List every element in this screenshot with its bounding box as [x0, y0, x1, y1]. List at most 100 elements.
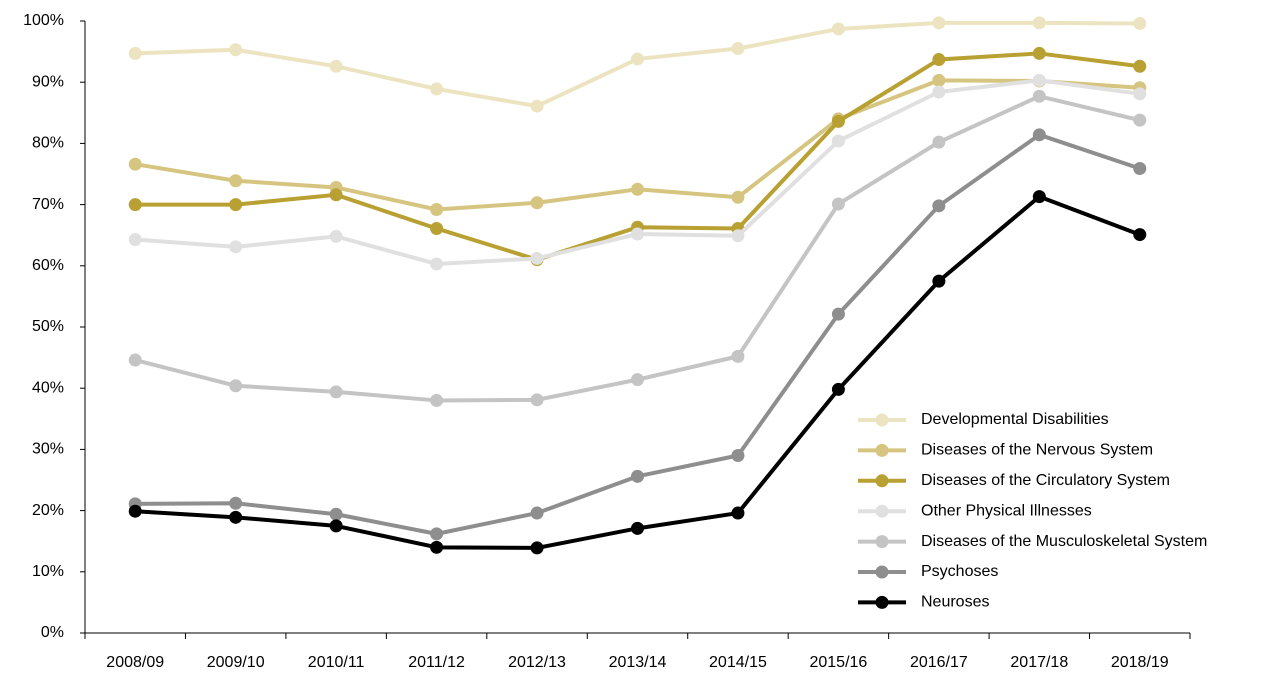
legend-marker: [875, 443, 889, 457]
x-tick-label: 2014/15: [709, 654, 767, 671]
data-point: [530, 99, 544, 113]
data-point: [430, 82, 444, 96]
y-tick-label: 60%: [32, 257, 64, 274]
legend-marker: [875, 535, 889, 549]
legend-marker: [875, 504, 889, 518]
legend-marker: [875, 413, 889, 427]
data-point: [430, 257, 444, 271]
data-point: [128, 198, 142, 212]
data-point: [1133, 113, 1147, 127]
data-point: [631, 182, 644, 196]
data-point: [932, 199, 946, 213]
data-point: [430, 221, 444, 235]
data-point: [831, 22, 845, 36]
legend-label: Diseases of the Musculoskeletal System: [921, 533, 1207, 550]
x-tick-label: 2010/11: [308, 654, 365, 671]
x-tick-label: 2011/12: [408, 654, 465, 671]
y-tick-label: 10%: [32, 563, 64, 580]
y-tick-label: 50%: [32, 318, 64, 335]
data-point: [1032, 190, 1046, 204]
data-point: [329, 229, 343, 243]
data-point: [229, 379, 243, 393]
data-point: [631, 521, 644, 535]
data-point: [932, 85, 946, 99]
data-point: [530, 393, 544, 407]
data-point: [329, 519, 343, 533]
data-point: [831, 382, 845, 396]
data-point: [831, 197, 845, 211]
legend-marker: [875, 595, 889, 609]
data-point: [229, 43, 243, 57]
data-point: [229, 496, 243, 510]
data-point: [128, 157, 142, 171]
legend-label: Diseases of the Circulatory System: [921, 472, 1170, 489]
x-tick-label: 2015/16: [809, 654, 867, 671]
y-tick-label: 90%: [32, 73, 64, 90]
y-tick-label: 20%: [32, 502, 64, 519]
data-point: [1032, 73, 1046, 87]
data-point: [329, 59, 343, 73]
data-point: [731, 42, 745, 56]
data-point: [731, 449, 745, 463]
data-point: [932, 73, 946, 87]
data-point: [1032, 89, 1046, 103]
data-point: [731, 190, 745, 204]
data-point: [530, 541, 544, 555]
data-point: [1032, 128, 1046, 142]
y-tick-label: 80%: [32, 135, 64, 152]
legend-label: Psychoses: [921, 563, 998, 580]
data-point: [530, 506, 544, 520]
data-point: [932, 274, 946, 288]
data-point: [831, 114, 845, 128]
x-tick-label: 2016/17: [910, 654, 968, 671]
data-point: [229, 198, 243, 212]
data-point: [932, 53, 946, 67]
x-tick-label: 2013/14: [609, 654, 667, 671]
data-point: [631, 469, 644, 483]
data-point: [631, 373, 644, 387]
data-point: [1133, 87, 1147, 101]
data-point: [430, 540, 444, 554]
y-tick-label: 100%: [23, 12, 64, 29]
data-point: [932, 135, 946, 149]
data-point: [329, 188, 343, 202]
data-point: [329, 507, 343, 521]
data-point: [731, 506, 745, 520]
y-tick-label: 40%: [32, 379, 64, 396]
data-point: [128, 353, 142, 367]
data-point: [530, 251, 544, 265]
data-point: [1133, 59, 1147, 73]
data-point: [1032, 46, 1046, 60]
data-point: [831, 307, 845, 321]
y-tick-label: 0%: [41, 624, 64, 641]
data-point: [229, 174, 243, 188]
data-point: [530, 196, 544, 210]
data-point: [831, 134, 845, 148]
data-point: [128, 504, 142, 518]
data-point: [128, 232, 142, 246]
data-point: [430, 393, 444, 407]
data-point: [631, 52, 644, 66]
x-tick-label: 2012/13: [508, 654, 566, 671]
data-point: [430, 202, 444, 216]
data-point: [731, 229, 745, 243]
legend-label: Developmental Disabilities: [921, 411, 1109, 428]
y-tick-label: 70%: [32, 196, 64, 213]
x-tick-label: 2018/19: [1111, 654, 1169, 671]
data-point: [1133, 228, 1147, 242]
data-point: [329, 385, 343, 399]
data-point: [932, 16, 946, 30]
data-point: [731, 349, 745, 363]
legend-label: Neuroses: [921, 594, 989, 611]
series-line: [134, 94, 1141, 403]
data-point: [430, 527, 444, 541]
x-tick-label: 2009/10: [207, 654, 265, 671]
series-line: [135, 194, 1141, 550]
y-tick-label: 30%: [32, 441, 64, 458]
legend-marker: [875, 474, 889, 488]
legend-marker: [875, 565, 889, 579]
data-point: [128, 46, 142, 60]
x-tick-label: 2017/18: [1010, 654, 1068, 671]
x-tick-label: 2008/09: [106, 654, 164, 671]
